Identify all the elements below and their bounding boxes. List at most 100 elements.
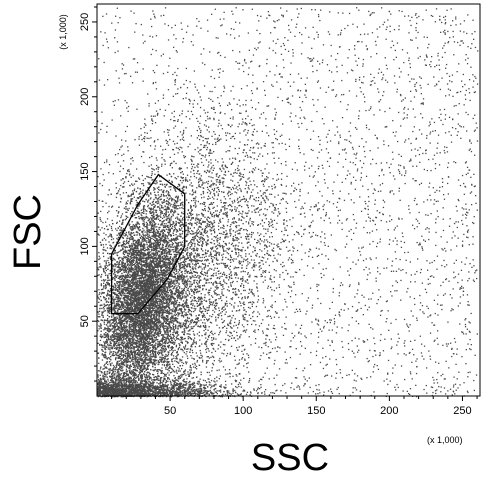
event-point — [169, 327, 171, 329]
event-point — [118, 262, 120, 264]
event-point — [152, 323, 154, 325]
event-point — [145, 221, 148, 224]
event-point — [126, 208, 128, 210]
event-point — [99, 339, 102, 342]
event-point — [119, 225, 121, 228]
event-point — [143, 279, 145, 281]
event-point — [153, 246, 156, 248]
event-point — [103, 345, 105, 347]
event-point — [169, 281, 171, 283]
event-point — [164, 341, 166, 343]
event-point — [143, 255, 145, 257]
event-point — [151, 250, 153, 252]
event-point — [141, 319, 143, 321]
event-point — [123, 296, 125, 298]
event-point — [136, 210, 138, 212]
event-point — [198, 287, 200, 289]
event-point — [124, 355, 127, 358]
event-point — [145, 327, 147, 329]
event-point — [142, 317, 144, 319]
event-point — [142, 233, 144, 235]
event-point — [136, 315, 138, 317]
event-point — [166, 299, 168, 301]
event-point — [110, 344, 112, 346]
event-point — [157, 271, 159, 273]
event-point — [146, 348, 149, 350]
event-point — [122, 283, 124, 285]
event-point — [157, 202, 159, 204]
event-point — [103, 368, 105, 370]
event-point — [155, 223, 157, 225]
event-point — [165, 266, 167, 269]
event-point — [179, 233, 181, 235]
event-point — [144, 243, 146, 246]
event-point — [129, 293, 131, 296]
event-point — [107, 325, 109, 327]
event-point — [156, 279, 158, 281]
event-point — [123, 271, 125, 273]
event-point — [116, 378, 118, 380]
event-point — [140, 354, 143, 357]
event-point — [170, 293, 173, 295]
event-point — [122, 355, 125, 357]
event-point — [164, 183, 166, 186]
event-point — [100, 168, 102, 170]
event-point — [151, 289, 154, 291]
event-point — [113, 302, 115, 304]
event-point — [174, 314, 177, 317]
event-point — [110, 347, 112, 350]
event-point — [189, 310, 191, 312]
event-point — [103, 297, 105, 299]
event-point — [156, 348, 158, 350]
event-point — [156, 257, 158, 259]
event-point — [97, 320, 99, 322]
event-point — [147, 346, 149, 349]
event-point — [140, 251, 142, 253]
event-point — [133, 338, 136, 340]
event-point — [105, 334, 107, 336]
event-point — [149, 344, 151, 346]
event-point — [146, 333, 148, 335]
event-point — [99, 368, 102, 370]
event-point — [187, 295, 189, 297]
event-point — [165, 360, 167, 363]
event-point — [164, 249, 166, 252]
event-point — [153, 345, 155, 347]
event-point — [149, 211, 152, 213]
event-point — [109, 371, 111, 373]
event-point — [115, 302, 118, 304]
event-point — [193, 282, 195, 284]
event-point — [163, 372, 165, 375]
event-point — [166, 273, 168, 275]
event-point — [122, 356, 124, 358]
event-point — [129, 296, 132, 298]
event-point — [131, 232, 133, 234]
event-point — [107, 336, 109, 339]
event-point — [122, 315, 124, 317]
event-point — [134, 262, 136, 264]
event-point — [128, 266, 130, 268]
event-point — [131, 293, 133, 295]
event-point — [169, 349, 171, 352]
event-point — [175, 257, 178, 259]
event-point — [110, 274, 112, 277]
event-point — [130, 233, 132, 235]
event-point — [162, 347, 164, 349]
event-point — [162, 318, 165, 321]
event-point — [158, 206, 160, 208]
event-point — [134, 366, 136, 369]
event-point — [161, 372, 163, 374]
event-point — [162, 207, 164, 209]
event-point — [187, 251, 189, 254]
event-point — [118, 375, 121, 377]
event-point — [148, 291, 150, 293]
event-point — [125, 279, 128, 281]
event-point — [140, 274, 142, 277]
event-point — [164, 296, 166, 299]
event-point — [121, 361, 123, 363]
event-point — [105, 366, 108, 368]
event-point — [168, 259, 171, 261]
event-point — [177, 325, 179, 327]
event-point — [153, 249, 156, 252]
event-point — [168, 199, 170, 201]
